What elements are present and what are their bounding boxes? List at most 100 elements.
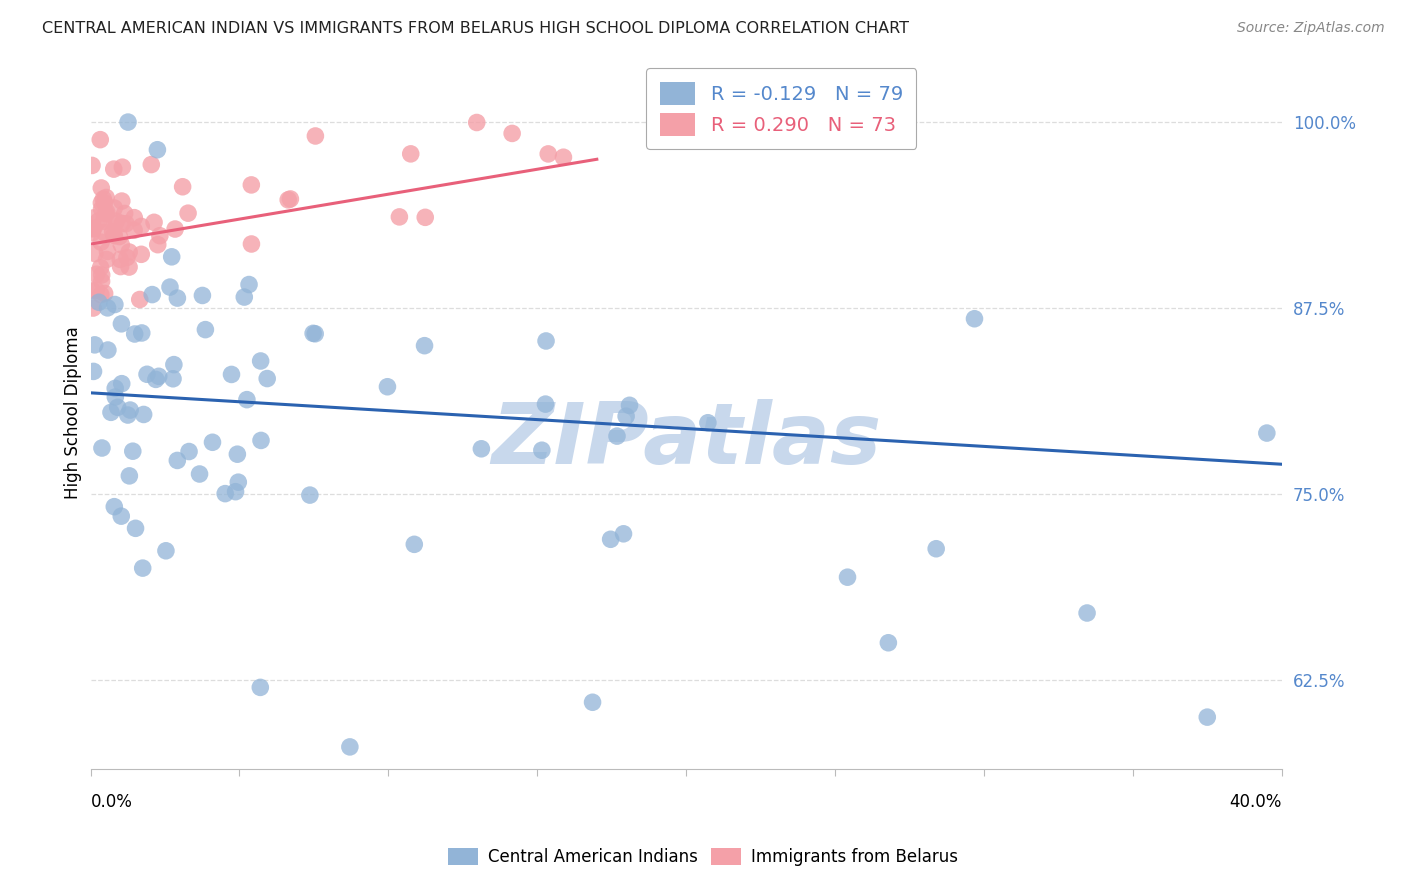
Point — [111, 194, 134, 208]
Point — [104, 390, 127, 404]
Point — [233, 290, 256, 304]
Point — [465, 115, 488, 129]
Point — [226, 475, 249, 490]
Point — [298, 488, 321, 502]
Point — [96, 205, 118, 219]
Point — [91, 192, 114, 206]
Point — [84, 283, 107, 297]
Point — [87, 295, 110, 310]
Point — [470, 442, 492, 456]
Point — [118, 260, 141, 274]
Point — [238, 277, 260, 292]
Point — [581, 695, 603, 709]
Point — [606, 429, 628, 443]
Point — [148, 369, 170, 384]
Point — [115, 251, 138, 265]
Point — [111, 376, 134, 391]
Point — [110, 260, 132, 274]
Point — [302, 326, 325, 341]
Point — [93, 286, 115, 301]
Point — [165, 222, 187, 236]
Point — [118, 245, 141, 260]
Point — [120, 403, 142, 417]
Point — [159, 280, 181, 294]
Point — [188, 467, 211, 481]
Point — [101, 225, 124, 239]
Point — [1197, 710, 1219, 724]
Text: 0.0%: 0.0% — [90, 793, 132, 811]
Point — [103, 201, 125, 215]
Point — [90, 274, 112, 288]
Point — [82, 222, 104, 236]
Point — [104, 217, 127, 231]
Point — [110, 509, 132, 524]
Point — [1256, 425, 1278, 440]
Point — [117, 408, 139, 422]
Point — [537, 147, 560, 161]
Point — [160, 250, 183, 264]
Point — [141, 287, 163, 301]
Point — [304, 326, 326, 341]
Point — [214, 486, 236, 500]
Point — [377, 380, 399, 394]
Point — [141, 158, 163, 172]
Point — [108, 229, 131, 244]
Point — [103, 500, 125, 514]
Point — [404, 537, 426, 551]
Point — [614, 409, 637, 424]
Point — [97, 301, 120, 315]
Point — [249, 354, 271, 368]
Point — [80, 283, 103, 297]
Point — [201, 435, 224, 450]
Point — [250, 434, 273, 448]
Point — [534, 397, 557, 411]
Point — [114, 206, 136, 220]
Point — [599, 533, 621, 547]
Point — [399, 146, 422, 161]
Point — [304, 128, 326, 143]
Point — [413, 339, 436, 353]
Point — [105, 214, 128, 228]
Point — [89, 133, 111, 147]
Point — [107, 401, 129, 415]
Point — [90, 202, 112, 216]
Point — [136, 368, 159, 382]
Point — [236, 392, 259, 407]
Point — [103, 228, 125, 243]
Point — [696, 416, 718, 430]
Point — [110, 317, 132, 331]
Point — [121, 444, 143, 458]
Point — [146, 237, 169, 252]
Point — [155, 543, 177, 558]
Legend: R = -0.129   N = 79, R = 0.290   N = 73: R = -0.129 N = 79, R = 0.290 N = 73 — [647, 69, 917, 149]
Point — [93, 214, 115, 228]
Point — [122, 223, 145, 237]
Point — [194, 323, 217, 337]
Point — [115, 217, 138, 231]
Point — [240, 178, 263, 192]
Point — [166, 291, 188, 305]
Point — [104, 297, 127, 311]
Point — [877, 636, 900, 650]
Point — [534, 334, 557, 348]
Point — [413, 211, 436, 225]
Point — [94, 206, 117, 220]
Point — [108, 252, 131, 267]
Point — [166, 453, 188, 467]
Point — [111, 160, 134, 174]
Point — [91, 441, 114, 455]
Point — [93, 195, 115, 210]
Point — [129, 247, 152, 261]
Text: CENTRAL AMERICAN INDIAN VS IMMIGRANTS FROM BELARUS HIGH SCHOOL DIPLOMA CORRELATI: CENTRAL AMERICAN INDIAN VS IMMIGRANTS FR… — [42, 21, 910, 36]
Point — [90, 268, 112, 282]
Point — [191, 288, 214, 302]
Point — [837, 570, 859, 584]
Point — [925, 541, 948, 556]
Point — [90, 181, 112, 195]
Point — [225, 484, 247, 499]
Point — [256, 371, 278, 385]
Point — [103, 162, 125, 177]
Y-axis label: High School Diploma: High School Diploma — [65, 326, 82, 499]
Point — [131, 326, 153, 340]
Point — [87, 214, 110, 228]
